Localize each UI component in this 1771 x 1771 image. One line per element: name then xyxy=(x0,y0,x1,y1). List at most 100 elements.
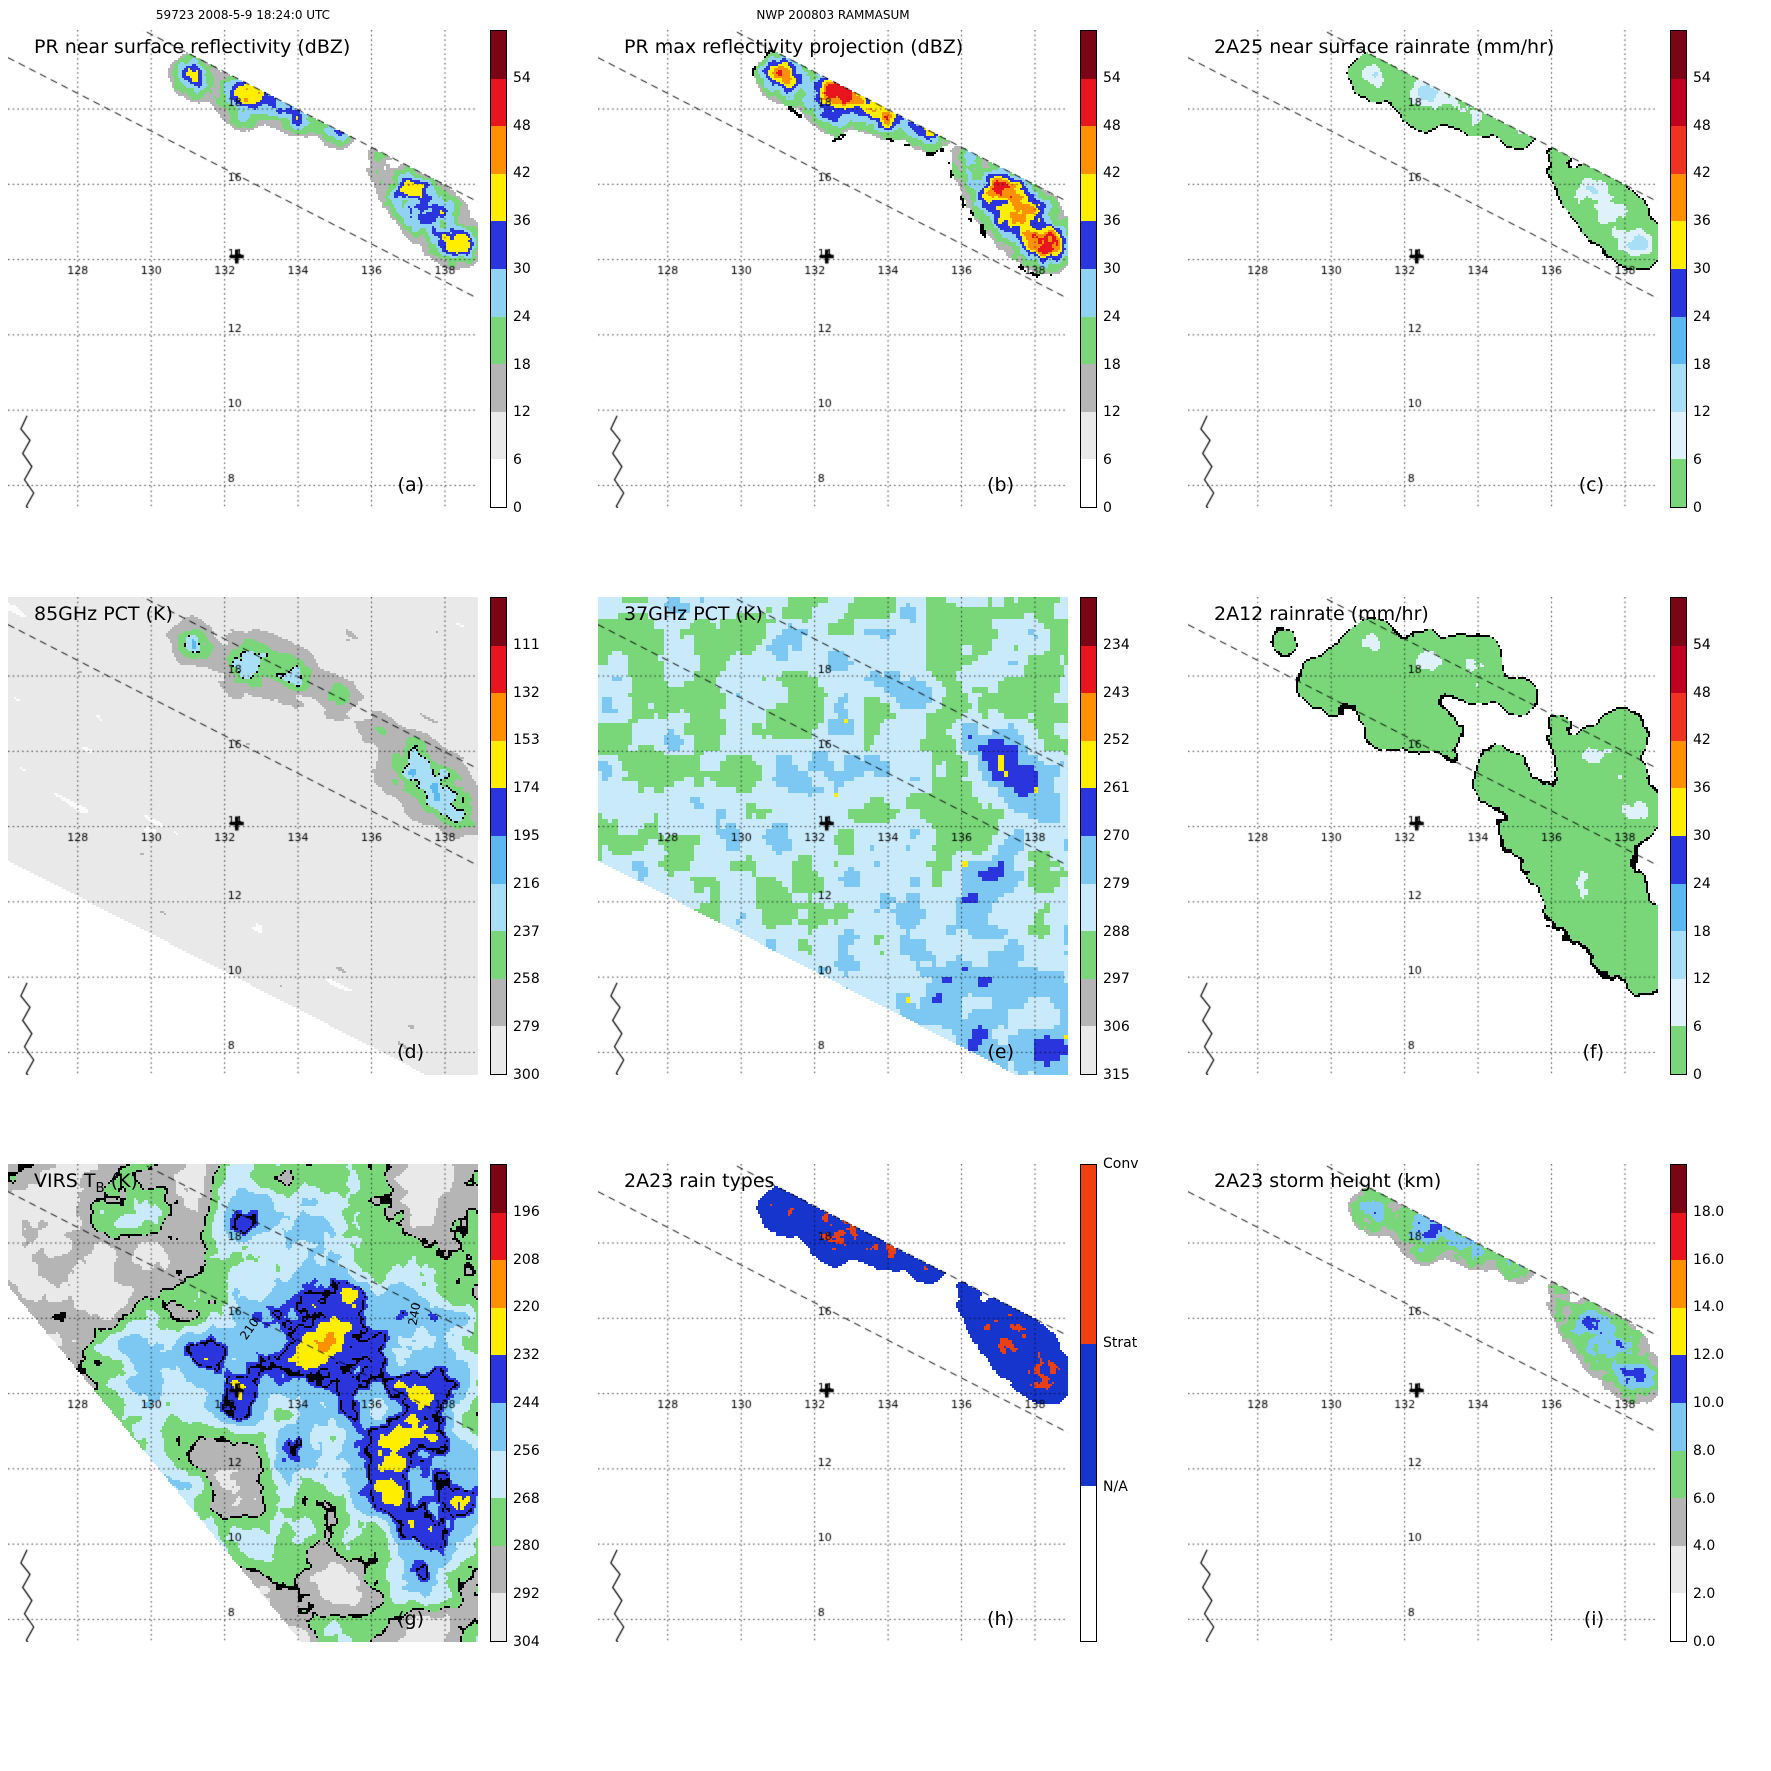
colorbar-tick-label: 18 xyxy=(1693,923,1711,940)
colorbar-tick-label: 261 xyxy=(1103,780,1130,797)
colorbar-tick-label: 54 xyxy=(513,69,531,86)
colorbar-tick-label: 30 xyxy=(1693,828,1711,844)
panel-a-map: PR near surface reflectivity (dBZ) (a) xyxy=(8,30,478,508)
colorbar-tick-label: 280 xyxy=(513,1538,540,1555)
colorbar-tick-label: 30 xyxy=(513,261,531,277)
colorbar-segment xyxy=(491,740,506,789)
panel-d-title: 85GHz PCT (K) xyxy=(34,603,173,629)
colorbar-tick-label: 24 xyxy=(513,308,531,325)
colorbar-segment xyxy=(1081,693,1096,741)
colorbar-segment xyxy=(1671,459,1686,507)
colorbar-segment xyxy=(491,31,506,79)
colorbar-segment xyxy=(491,126,506,174)
colorbar-tick-label: 270 xyxy=(1103,828,1130,844)
colorbar-tick-label: 12 xyxy=(1693,404,1711,421)
colorbar-segment xyxy=(1671,78,1686,127)
panel-letter-label: (g) xyxy=(397,1608,424,1630)
panel-g: VIRS TB (K) (g) 210 240 196 208 220 232 244 256 26… xyxy=(8,1164,573,1650)
colorbar-tick-label: 216 xyxy=(513,875,540,892)
colorbar-tick-label: 237 xyxy=(513,923,540,940)
colorbar-segment xyxy=(1671,1212,1686,1261)
panel-c-title: 2A25 near surface rainrate (mm/hr) xyxy=(1214,36,1554,62)
colorbar-tick-label: 2.0 xyxy=(1693,1586,1716,1603)
colorbar-tick-label: 18 xyxy=(513,356,531,373)
colorbar-tick-label: 288 xyxy=(1103,923,1130,940)
colorbar-segment xyxy=(1081,1486,1096,1641)
colorbar-segment xyxy=(491,1165,506,1213)
colorbar-tick-label: 0 xyxy=(1693,500,1702,516)
colorbar-segment xyxy=(1081,788,1096,836)
colorbar-tick-label: 6 xyxy=(1693,1019,1702,1036)
colorbar-segment xyxy=(1081,1165,1096,1344)
colorbar-tick-label: 6 xyxy=(513,452,522,469)
colorbar-segment xyxy=(1081,1343,1096,1487)
panel-h-colorbar xyxy=(1080,1164,1097,1642)
colorbar-tick-label: 196 xyxy=(513,1203,540,1220)
panel-f-overlay-canvas xyxy=(1188,597,1658,1075)
colorbar-segment xyxy=(1081,316,1096,365)
colorbar-segment xyxy=(491,316,506,365)
colorbar-segment xyxy=(1671,1498,1686,1546)
panel-g-title: VIRS TB (K) xyxy=(34,1170,138,1196)
colorbar-tick-label: 258 xyxy=(513,971,540,988)
panel-b-colorbar xyxy=(1080,30,1097,508)
colorbar-tick-label: 0 xyxy=(513,500,522,516)
panel-title-text: 2A12 rainrate (mm/hr) xyxy=(1214,603,1429,625)
panel-h: 2A23 rain types (h) Conv Strat N/A xyxy=(598,1156,1163,1642)
panel-letter-label: (i) xyxy=(1583,1608,1604,1630)
colorbar-tick-label: 6 xyxy=(1103,452,1112,469)
panel-g-map: VIRS TB (K) (g) 210 240 xyxy=(8,1164,478,1642)
colorbar-tick-label: 252 xyxy=(1103,732,1130,749)
colorbar-tick-label: 6.0 xyxy=(1693,1490,1716,1507)
panel-title-text: 85GHz PCT (K) xyxy=(34,603,173,625)
colorbar-segment xyxy=(1671,1307,1686,1356)
panel-title-text: PR max reflectivity projection (dBZ) xyxy=(624,36,964,58)
colorbar-segment xyxy=(491,1260,506,1308)
colorbar-segment xyxy=(1081,1026,1096,1074)
colorbar-tick-label: 36 xyxy=(1693,780,1711,797)
colorbar-tick-label: 279 xyxy=(513,1019,540,1036)
colorbar-segment xyxy=(1671,1026,1686,1074)
panel-i-colorbar xyxy=(1670,1164,1687,1642)
colorbar-segment xyxy=(491,883,506,932)
colorbar-segment xyxy=(491,931,506,979)
panel-f-colorbar-labels: 54 48 42 36 30 24 18 12 6 0 xyxy=(1693,597,1753,1083)
colorbar-tick-label: 244 xyxy=(513,1395,540,1411)
header-storm-name: NWP 200803 RAMMASUM xyxy=(756,8,910,22)
colorbar-tick-label: 30 xyxy=(1693,261,1711,277)
colorbar-tick-label: 36 xyxy=(513,213,531,230)
panel-a-colorbar-labels: 54 48 42 36 30 24 18 12 6 0 xyxy=(513,30,573,516)
panel-letter-label: (c) xyxy=(1578,474,1604,496)
colorbar-segment xyxy=(1081,978,1096,1027)
colorbar-segment xyxy=(491,1402,506,1451)
colorbar-tick-label: 42 xyxy=(1103,165,1121,182)
panel-e: 37GHz PCT (K) (e) 234 243 252 261 270 279 288 297… xyxy=(598,597,1163,1083)
colorbar-tick-label: 232 xyxy=(513,1347,540,1364)
colorbar-segment xyxy=(1671,411,1686,460)
panel-a-title: PR near surface reflectivity (dBZ) xyxy=(34,36,350,62)
panel-title-units: (K) xyxy=(104,1170,138,1192)
colorbar-tick-label: 243 xyxy=(1103,684,1130,701)
colorbar-tick-label: 268 xyxy=(513,1490,540,1507)
colorbar-tick-label: 315 xyxy=(1103,1067,1130,1083)
colorbar-segment xyxy=(1081,883,1096,932)
panel-g-overlay-canvas xyxy=(8,1164,478,1642)
colorbar-segment xyxy=(1081,78,1096,127)
colorbar-tick-label: 54 xyxy=(1693,69,1711,86)
panel-b-title: PR max reflectivity projection (dBZ) xyxy=(624,36,963,62)
colorbar-tick-label: 16.0 xyxy=(1693,1251,1725,1268)
colorbar-segment xyxy=(1081,598,1096,646)
colorbar-tick-label: 220 xyxy=(513,1299,540,1316)
colorbar-segment xyxy=(1671,1450,1686,1499)
panel-b-map: PR max reflectivity projection (dBZ) (b) xyxy=(598,30,1068,508)
panel-b: PR max reflectivity projection (dBZ) (b) 5… xyxy=(598,30,1163,516)
colorbar-segment xyxy=(491,1498,506,1546)
colorbar-segment xyxy=(1081,411,1096,460)
colorbar-tick-label: 42 xyxy=(1693,732,1711,749)
panel-title-text: 2A25 near surface rainrate (mm/hr) xyxy=(1214,36,1555,58)
panel-h-map: 2A23 rain types (h) xyxy=(598,1164,1068,1642)
colorbar-segment xyxy=(1081,268,1096,317)
panel-e-overlay-canvas xyxy=(598,597,1068,1075)
colorbar-segment xyxy=(491,1212,506,1261)
